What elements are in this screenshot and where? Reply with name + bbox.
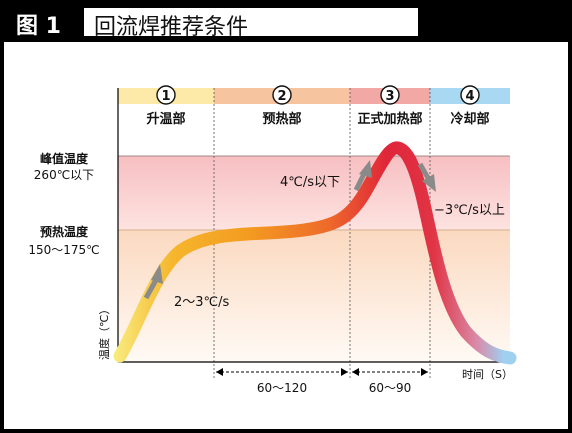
main-heat-duration-bracket <box>352 368 428 376</box>
figure-title: 回流焊推荐条件 <box>94 15 249 40</box>
phase-2-name: 预热部 <box>262 111 301 127</box>
preheat-duration: 60～120 <box>257 381 307 395</box>
figure-number: 图 1 <box>16 14 61 39</box>
cool-down-arrow <box>417 162 436 192</box>
phase-3-marker: 3 <box>380 85 400 105</box>
ramp-up-arrow <box>143 264 163 300</box>
phase-2-number: 2 <box>277 89 286 104</box>
cool-down-rate: −3℃/s以上 <box>434 203 505 218</box>
heat-up-arrow <box>353 160 372 192</box>
y-axis-label: 温度（℃） <box>97 304 111 360</box>
phase-3-name: 正式加热部 <box>357 111 422 127</box>
peak-zone-background <box>118 156 510 230</box>
title-box: 回流焊推荐条件 <box>84 8 418 40</box>
main-heat-duration: 60～90 <box>369 381 412 395</box>
phase-4-number: 4 <box>465 89 474 104</box>
ramp-up-rate: 2～3℃/s <box>174 295 230 310</box>
preheat-duration-bracket <box>216 368 348 376</box>
preheat-temperature-value: 150～175℃ <box>28 243 99 257</box>
peak-temperature-label: 峰值温度 <box>40 151 89 166</box>
peak-temperature-value: 260℃以下 <box>34 168 94 182</box>
phase-1-name: 升温部 <box>146 111 185 127</box>
phase-4-name: 冷却部 <box>450 111 489 127</box>
heat-up-rate: 4℃/s以下 <box>280 175 340 190</box>
phase-4-marker: 4 <box>460 85 480 105</box>
phase-3-number: 3 <box>385 89 394 104</box>
phase-1-marker: 1 <box>156 85 176 105</box>
x-axis-label: 时间（S） <box>462 368 513 381</box>
preheat-temperature-label: 预热温度 <box>40 224 89 239</box>
reflow-temperature-curve <box>113 141 517 365</box>
reflow-diagram: 1 2 3 4 升温部 预热部 正式加热部 冷却部 <box>28 85 517 395</box>
phase-1-number: 1 <box>161 89 170 104</box>
phase-2-marker: 2 <box>272 85 292 105</box>
figure-header: 图 1 回流焊推荐条件 <box>4 4 572 42</box>
